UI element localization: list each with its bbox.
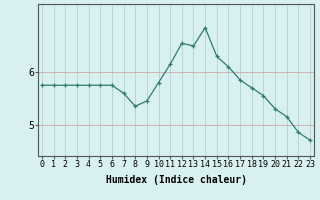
X-axis label: Humidex (Indice chaleur): Humidex (Indice chaleur)	[106, 175, 246, 185]
